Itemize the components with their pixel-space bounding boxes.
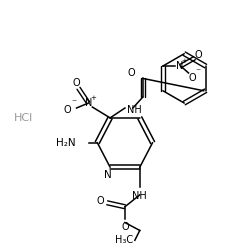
- Text: O: O: [121, 221, 129, 232]
- Text: ⁻: ⁻: [195, 67, 200, 77]
- Text: NH: NH: [132, 191, 147, 201]
- Text: O: O: [96, 196, 104, 206]
- Text: O: O: [127, 68, 135, 78]
- Text: NH: NH: [127, 105, 142, 115]
- Text: N: N: [85, 98, 92, 108]
- Text: +: +: [90, 95, 96, 101]
- Text: N: N: [104, 170, 112, 180]
- Text: O: O: [64, 105, 72, 115]
- Text: H₂N: H₂N: [56, 138, 76, 148]
- Text: N: N: [176, 61, 183, 71]
- Text: HCl: HCl: [13, 113, 33, 123]
- Text: H₃C: H₃C: [115, 235, 133, 245]
- Text: ⁻: ⁻: [71, 98, 76, 108]
- Text: +: +: [182, 58, 187, 64]
- Text: O: O: [195, 50, 202, 60]
- Text: O: O: [73, 78, 80, 88]
- Text: O: O: [189, 73, 196, 83]
